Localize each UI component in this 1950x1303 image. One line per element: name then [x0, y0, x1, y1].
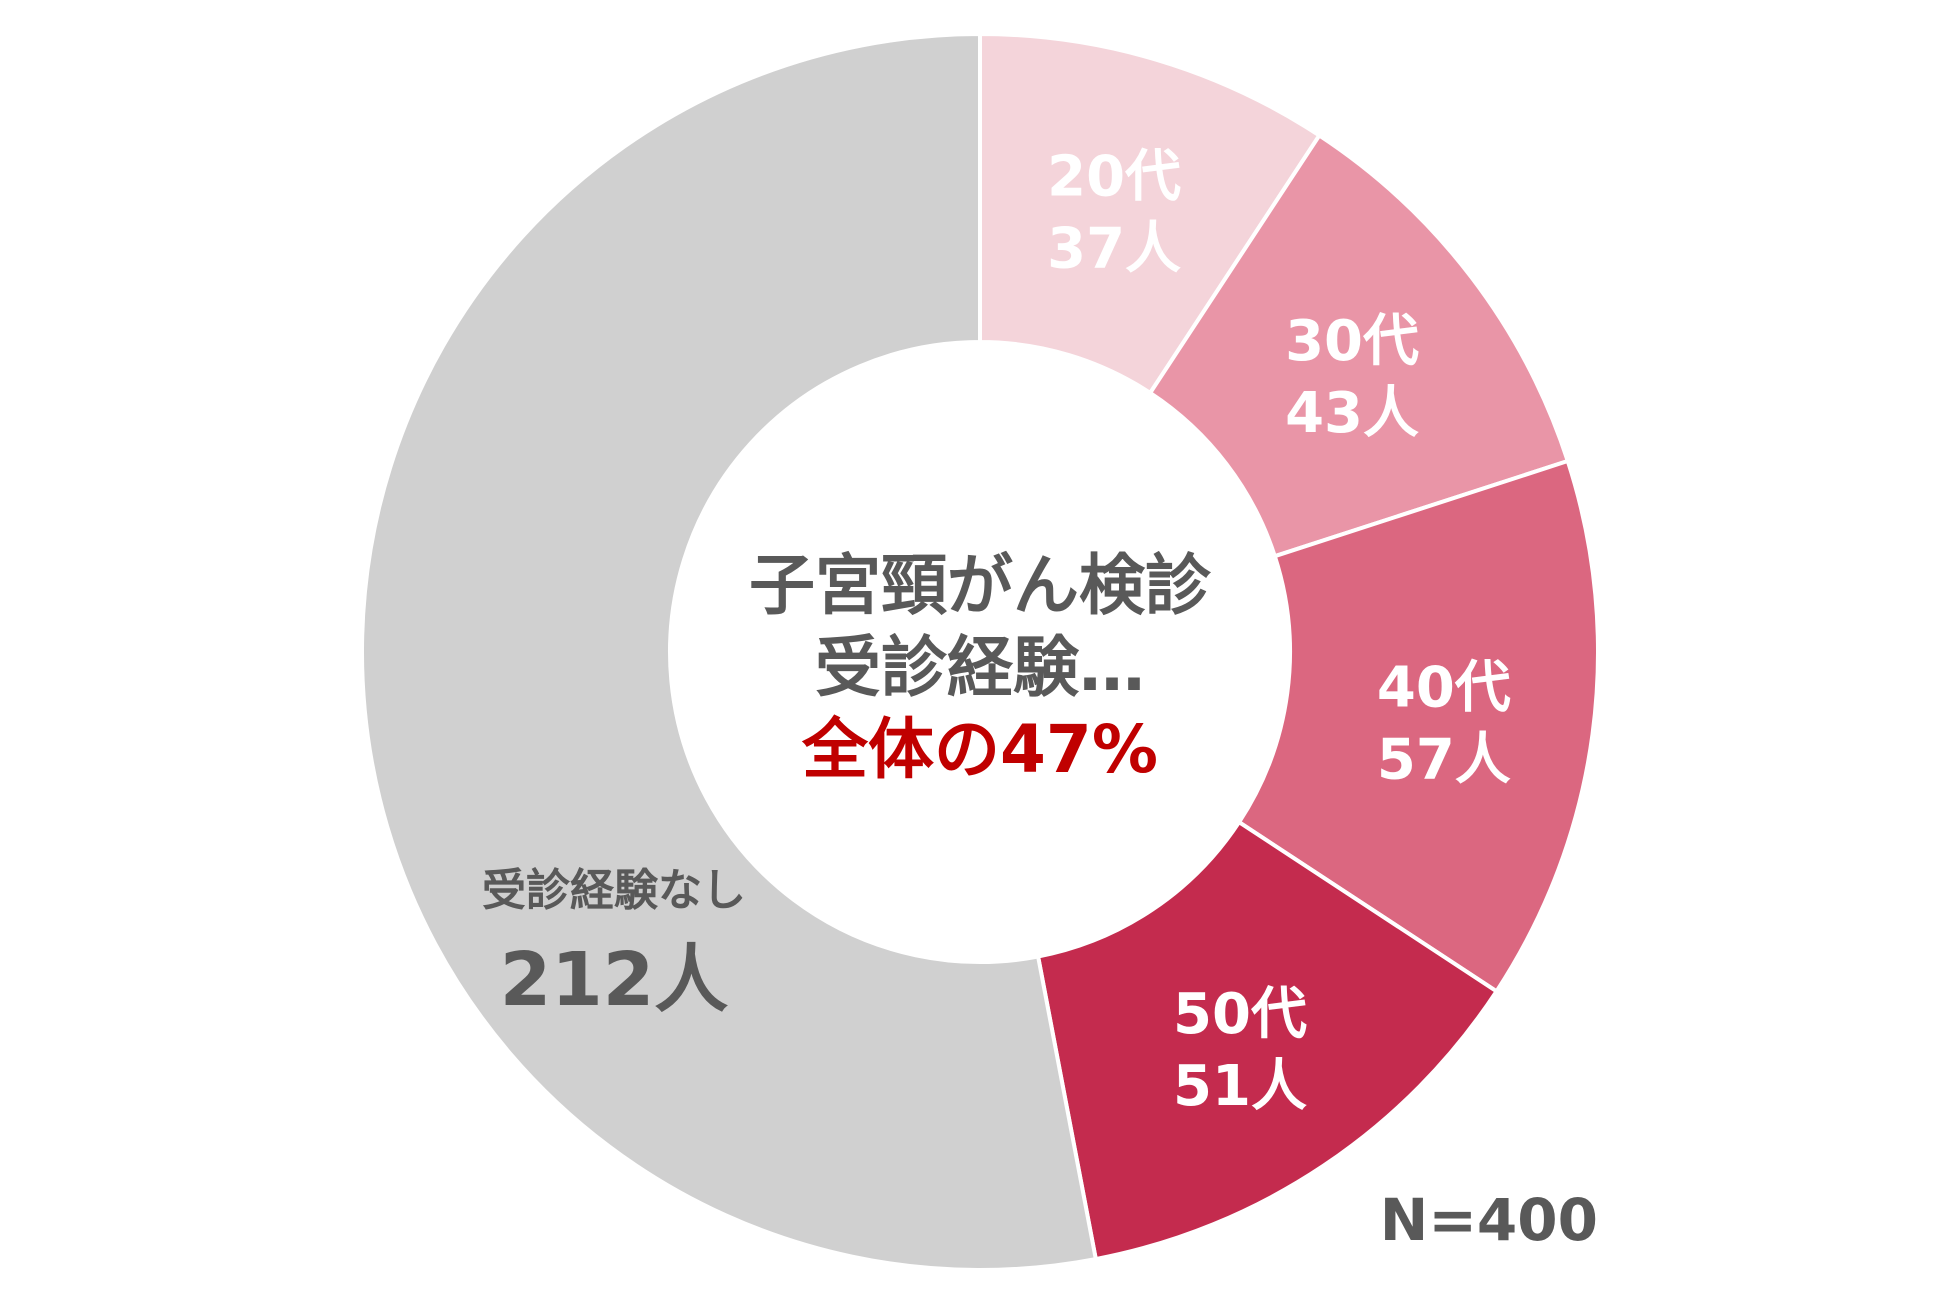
slice-none-count: 212人 — [500, 937, 728, 1023]
slice-none-caption: 受診経験なし — [482, 865, 746, 916]
slice-age-label: 40代 — [1377, 655, 1511, 720]
center-title-line1: 子宮頸がん検診 — [749, 547, 1212, 624]
donut-slice — [1236, 458, 1600, 995]
slice-count-label: 43人 — [1285, 381, 1419, 446]
center-text-group: 子宮頸がん検診 受診経験… 全体の47% — [749, 547, 1212, 788]
donut-slice — [978, 31, 1323, 396]
donut-slice — [1147, 132, 1571, 559]
slice-age-label: 20代 — [1047, 145, 1181, 210]
slice-age-label: 50代 — [1173, 982, 1307, 1047]
slice-label-group: 受診経験なし 212人 — [482, 865, 746, 1023]
slice-count-label: 37人 — [1047, 217, 1181, 282]
slices-layer — [359, 31, 1600, 1272]
center-highlight-percentage: 全体の47% — [801, 711, 1158, 788]
slice-count-label: 57人 — [1377, 727, 1511, 792]
slice-age-label: 30代 — [1285, 309, 1419, 374]
donut-slice — [359, 31, 1099, 1272]
center-title-line2: 受診経験… — [815, 629, 1145, 706]
donut-slice — [1035, 819, 1500, 1262]
sample-size-label: N=400 — [1380, 1186, 1598, 1254]
slice-count-label: 51人 — [1173, 1054, 1307, 1119]
